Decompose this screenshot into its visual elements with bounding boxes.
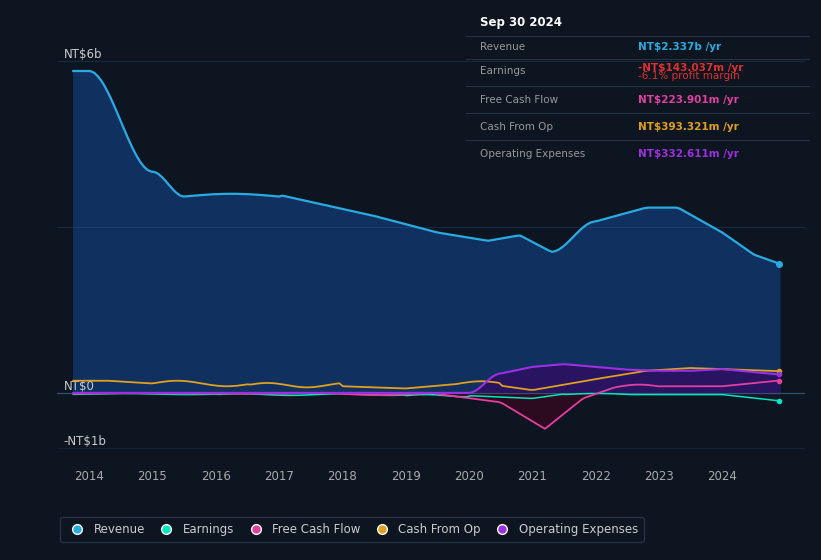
Text: Revenue: Revenue bbox=[480, 42, 525, 52]
Text: NT$393.321m /yr: NT$393.321m /yr bbox=[638, 122, 739, 132]
Text: -6.1% profit margin: -6.1% profit margin bbox=[638, 71, 740, 81]
Text: NT$223.901m /yr: NT$223.901m /yr bbox=[638, 95, 739, 105]
Legend: Revenue, Earnings, Free Cash Flow, Cash From Op, Operating Expenses: Revenue, Earnings, Free Cash Flow, Cash … bbox=[60, 517, 644, 542]
Text: Free Cash Flow: Free Cash Flow bbox=[480, 95, 558, 105]
Text: NT$2.337b /yr: NT$2.337b /yr bbox=[638, 42, 721, 52]
Text: Operating Expenses: Operating Expenses bbox=[480, 149, 585, 159]
Text: NT$6b: NT$6b bbox=[64, 48, 103, 61]
Text: -NT$1b: -NT$1b bbox=[64, 435, 107, 448]
Text: NT$332.611m /yr: NT$332.611m /yr bbox=[638, 149, 739, 159]
Text: Cash From Op: Cash From Op bbox=[480, 122, 553, 132]
Text: -NT$143.037m /yr: -NT$143.037m /yr bbox=[638, 63, 743, 73]
Text: Earnings: Earnings bbox=[480, 66, 525, 76]
Text: Sep 30 2024: Sep 30 2024 bbox=[480, 16, 562, 29]
Text: NT$0: NT$0 bbox=[64, 380, 94, 393]
